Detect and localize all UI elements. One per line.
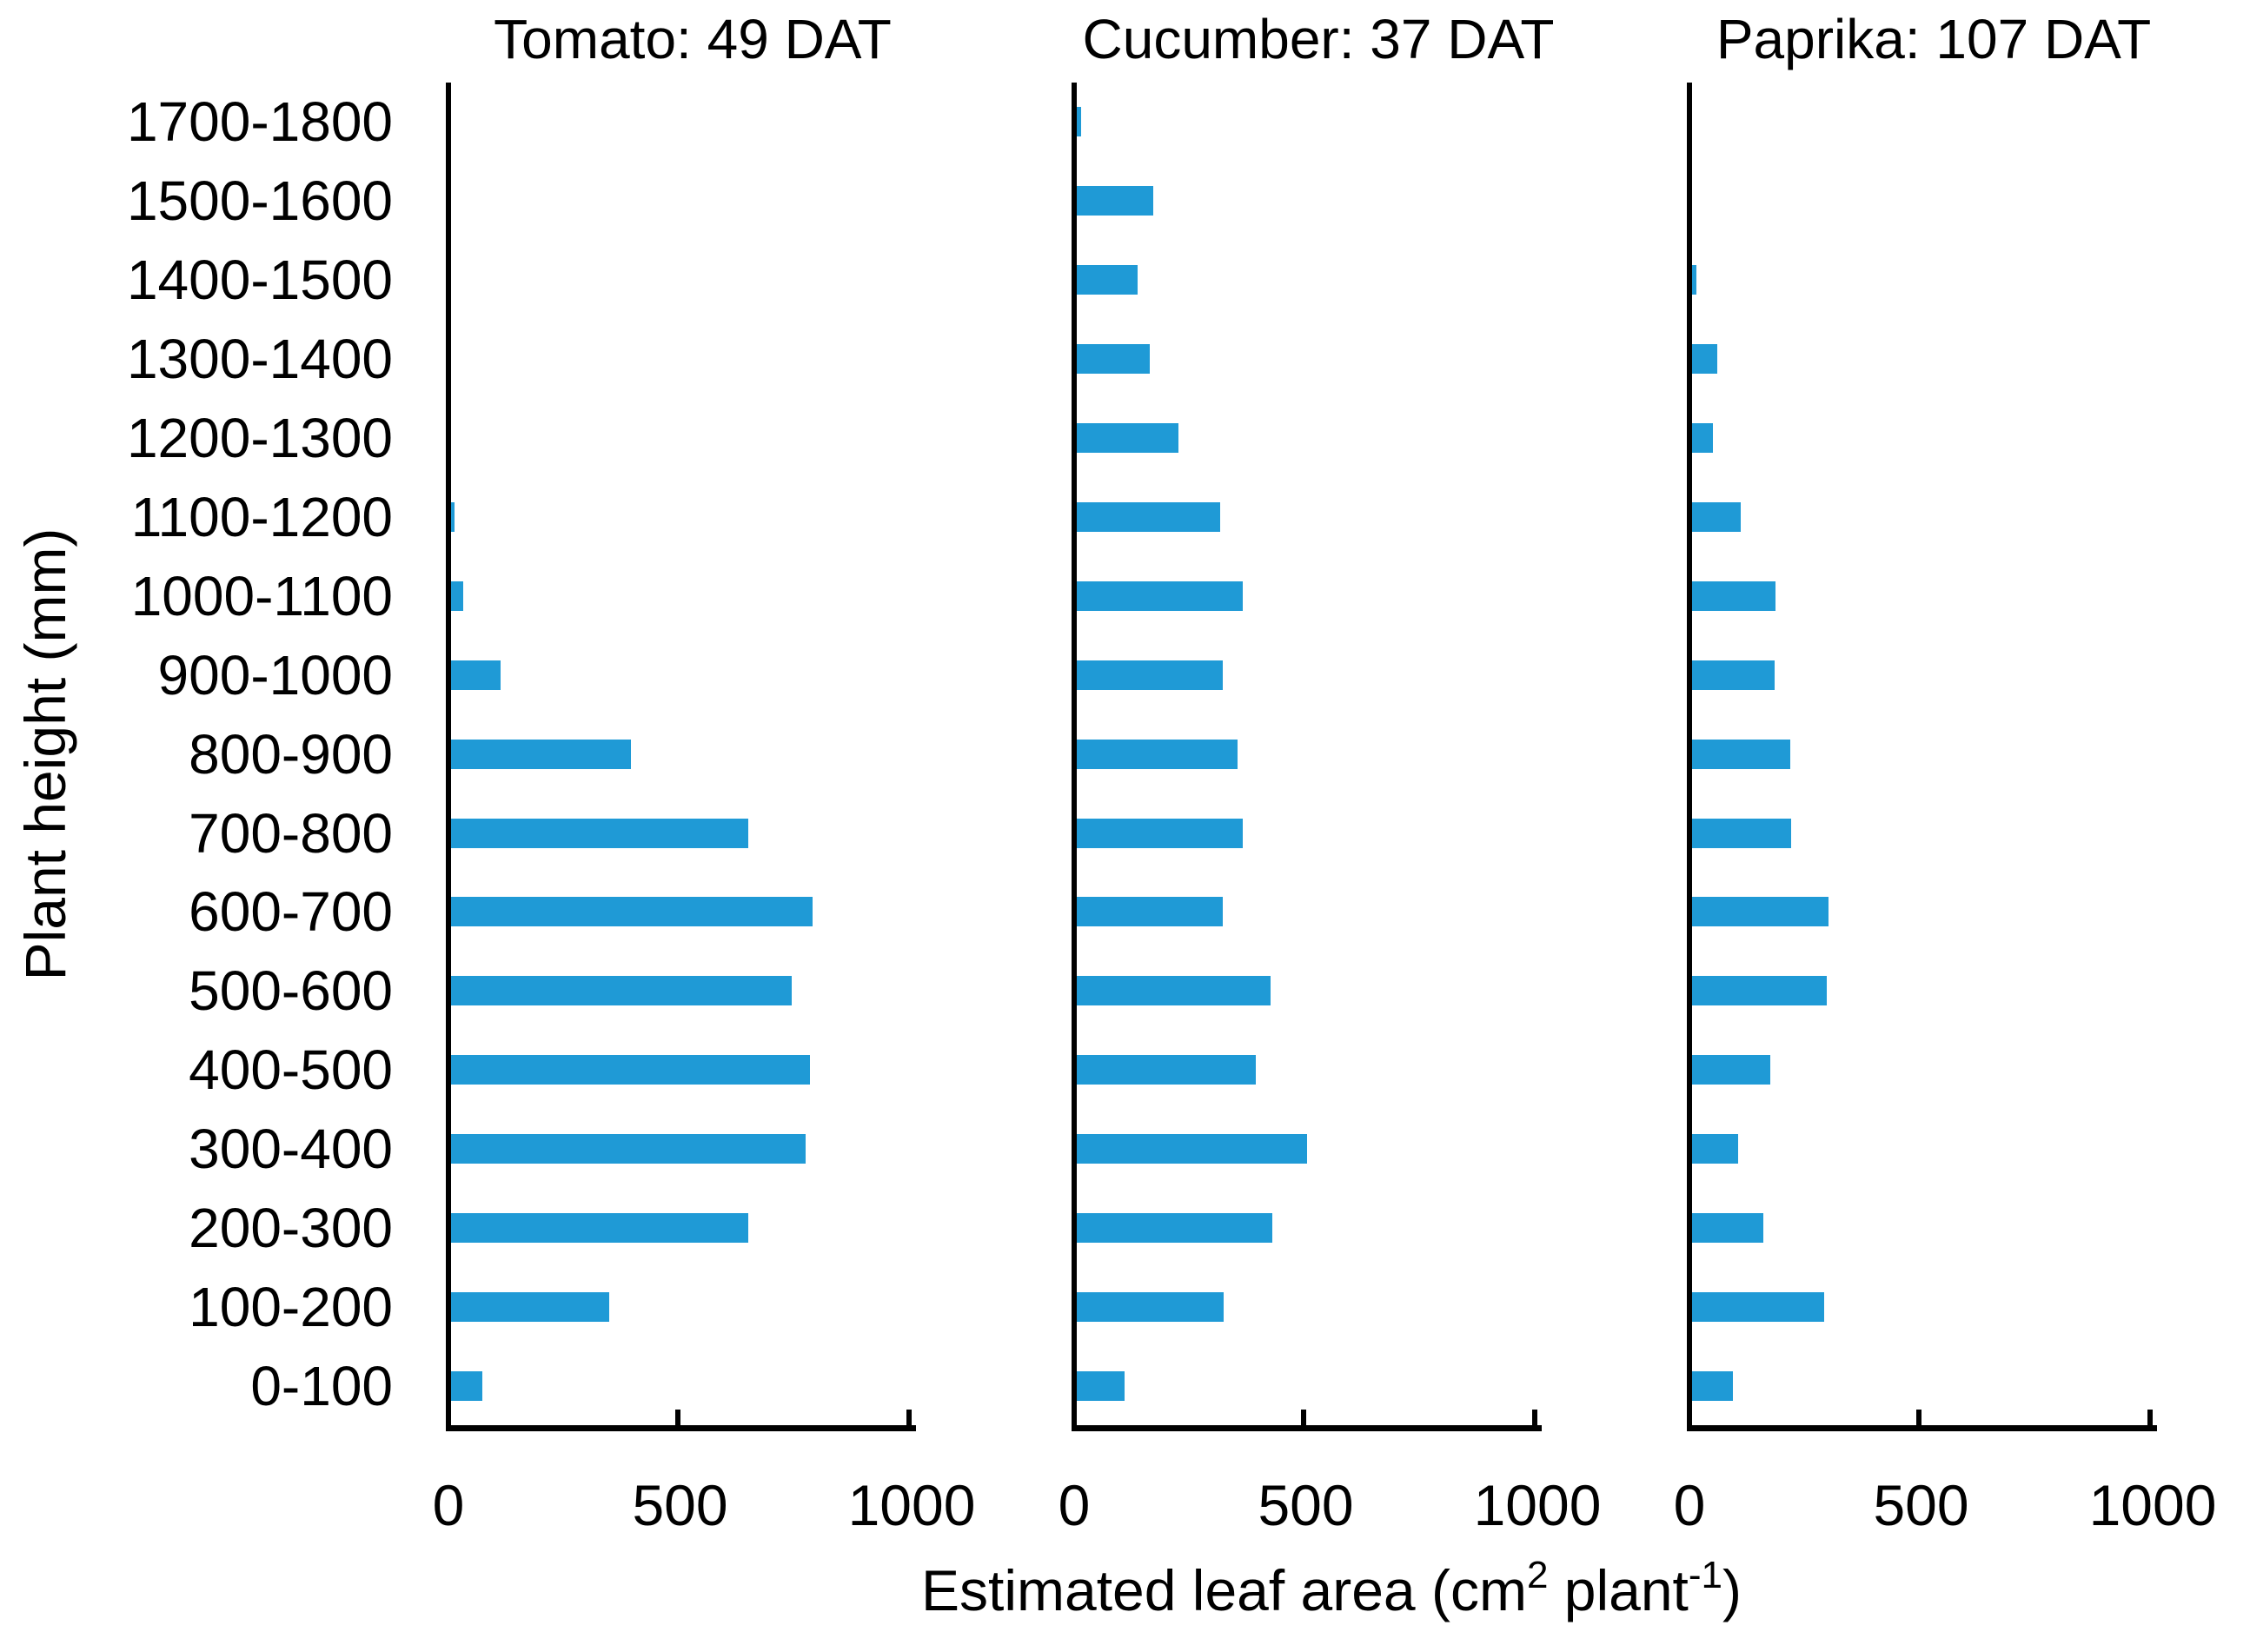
bar-paprika-1300-1400 [1692,344,1717,375]
bar-paprika-1400-1500 [1692,265,1697,295]
x-tick-label-1000: 1000 [2088,1473,2217,1537]
panel-title-cucumber: Cucumber: 37 DAT [1082,8,1555,70]
bar-cucumber-1000-1100 [1077,581,1243,611]
bar-paprika-1000-1100 [1692,581,1776,611]
panel-cucumber [1072,83,1593,1431]
y-axis-label-1500-1600: 1500-1600 [126,169,393,233]
y-axis-label-600-700: 600-700 [189,880,393,944]
panel-tomato [446,83,967,1431]
bar-cucumber-1300-1400 [1077,344,1151,375]
bar-cucumber-1100-1200 [1077,501,1221,532]
y-axis-label-1300-1400: 1300-1400 [126,328,393,391]
bar-tomato-900-1000 [451,660,501,690]
y-axis-label-1000-1100: 1000-1100 [130,564,393,627]
bar-cucumber-800-900 [1077,739,1238,769]
x-axis-title-sup-2: 2 [1526,1554,1549,1596]
x-axis-tick-1000 [2147,1410,2153,1425]
x-axis-line [1687,1425,2157,1431]
bar-tomato-700-800 [451,818,749,848]
panel-title-tomato: Tomato: 49 DAT [494,8,892,70]
x-tick-label-1000: 1000 [847,1473,976,1537]
panel-paprika [1687,83,2208,1431]
bar-tomato-600-700 [451,897,813,927]
x-tick-label-0: 0 [1673,1473,1706,1537]
x-axis-title: Estimated leaf area (cm2 plant-1) [921,1554,1742,1623]
x-tick-label-0: 0 [1058,1473,1091,1537]
y-axis-label-1400-1500: 1400-1500 [126,249,393,312]
bar-paprika-600-700 [1692,897,1829,927]
bar-cucumber-100-200 [1077,1291,1224,1322]
bar-tomato-200-300 [451,1213,749,1244]
bar-paprika-500-600 [1692,976,1827,1006]
bar-cucumber-1700-1800 [1077,107,1082,137]
y-axis-label-800-900: 800-900 [189,722,393,786]
x-axis-line [446,1425,916,1431]
bar-tomato-0-100 [451,1370,483,1401]
panel-title-paprika: Paprika: 107 DAT [1716,8,2152,70]
y-axis-labels: 1700-1800 1500-1600 1400-1500 1300-1400 1200… [0,83,393,1425]
y-axis-label-100-200: 100-200 [189,1275,393,1338]
y-axis-label-700-800: 700-800 [189,801,393,865]
bar-cucumber-1500-1600 [1077,186,1154,216]
bar-tomato-500-600 [451,976,792,1006]
y-axis-label-200-300: 200-300 [189,1197,393,1260]
x-tick-label-1000: 1000 [1473,1473,1602,1537]
bar-cucumber-400-500 [1077,1055,1257,1085]
bar-paprika-100-200 [1692,1291,1825,1322]
x-axis-tick-500 [674,1410,680,1425]
bar-cucumber-0-100 [1077,1370,1125,1401]
y-axis-label-0-100: 0-100 [250,1354,393,1417]
bar-paprika-900-1000 [1692,660,1775,690]
bar-cucumber-1200-1300 [1077,423,1179,454]
bar-paprika-1200-1300 [1692,423,1713,454]
bar-paprika-700-800 [1692,818,1792,848]
bar-paprika-1100-1200 [1692,501,1741,532]
y-axis-line [1072,83,1077,1430]
x-axis-title-text: Estimated leaf area (cm [921,1558,1527,1622]
bar-cucumber-600-700 [1077,897,1224,927]
y-axis-label-1100-1200: 1100-1200 [130,485,393,548]
y-axis-line [446,83,451,1430]
y-axis-label-300-400: 300-400 [189,1118,393,1181]
y-axis-label-900-1000: 900-1000 [157,643,393,707]
x-axis-title-sup-minus1: -1 [1688,1554,1723,1596]
x-axis-title-close-paren: ) [1722,1558,1742,1622]
x-axis-tick-1000 [1532,1410,1537,1425]
x-axis-tick-1000 [906,1410,912,1425]
bar-tomato-400-500 [451,1055,811,1085]
bar-cucumber-300-400 [1077,1134,1308,1164]
y-axis-label-1200-1300: 1200-1300 [126,407,393,470]
bar-tomato-800-900 [451,739,631,769]
x-axis-tick-500 [1915,1410,1921,1425]
x-axis-title-mid: plant [1548,1558,1689,1622]
y-axis-label-1700-1800: 1700-1800 [126,90,393,154]
bar-tomato-1100-1200 [451,501,455,532]
x-tick-label-500: 500 [1873,1473,1969,1537]
x-tick-label-0: 0 [432,1473,465,1537]
bar-tomato-1000-1100 [451,581,464,611]
bar-cucumber-700-800 [1077,818,1243,848]
bar-paprika-200-300 [1692,1213,1764,1244]
bar-cucumber-200-300 [1077,1213,1272,1244]
y-axis-label-400-500: 400-500 [189,1038,393,1102]
bar-tomato-100-200 [451,1291,609,1322]
bar-paprika-400-500 [1692,1055,1770,1085]
bar-paprika-0-100 [1692,1370,1733,1401]
x-axis-line [1072,1425,1542,1431]
y-axis-line [1687,83,1692,1430]
bar-cucumber-900-1000 [1077,660,1224,690]
bar-paprika-800-900 [1692,739,1790,769]
x-tick-label-500: 500 [1258,1473,1354,1537]
x-tick-label-500: 500 [632,1473,728,1537]
bar-cucumber-500-600 [1077,976,1271,1006]
x-axis-tick-500 [1300,1410,1306,1425]
bar-paprika-300-400 [1692,1134,1739,1164]
bar-tomato-300-400 [451,1134,806,1164]
bar-cucumber-1400-1500 [1077,265,1138,295]
y-axis-label-500-600: 500-600 [189,959,393,1023]
